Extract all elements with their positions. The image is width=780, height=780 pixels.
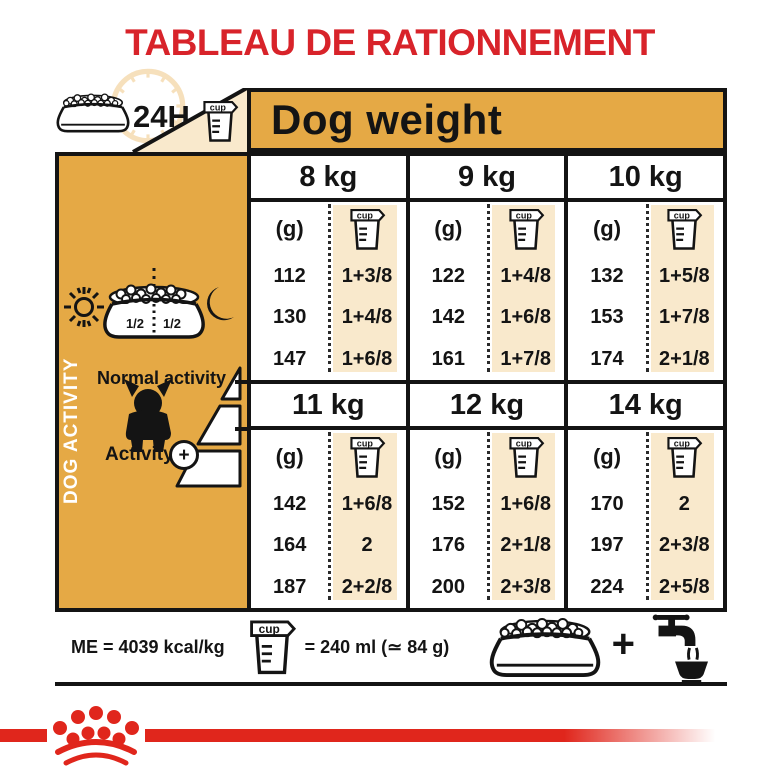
- grams-value: 197: [590, 534, 624, 557]
- grams-header: (g): [434, 216, 463, 241]
- grams-header: (g): [434, 444, 463, 469]
- half-left-label: 1/2: [126, 316, 144, 331]
- weight-block-2: 11 kg (g) 142 1+6/8 164 2 187 2+2/8 12 k…: [251, 384, 724, 608]
- grams-header: (g): [275, 444, 304, 469]
- grams-value: 187: [272, 575, 307, 598]
- brand-stripe-left: [0, 729, 47, 742]
- cups-value: 1+7/8: [500, 347, 551, 370]
- weight-column-11kg: 11 kg (g) 142 1+6/8 164 2 187 2+2/8: [251, 384, 410, 608]
- page-title: TABLEAU DE RATIONNEMENT: [125, 22, 655, 63]
- grams-value: 161: [431, 347, 466, 370]
- cups-value: 1+5/8: [659, 265, 710, 288]
- grams-value: 224: [590, 575, 624, 598]
- brand-stripe-right: [145, 729, 727, 742]
- grams-value: 112: [273, 265, 306, 288]
- dog-activity-label: DOG ACTIVITY: [61, 357, 82, 505]
- cup-header-icon: [328, 202, 405, 256]
- cup-header-icon: [646, 202, 723, 256]
- royal-canin-crown-logo: [53, 706, 139, 766]
- cups-value: 1+6/8: [500, 306, 551, 329]
- dog-weight-label: Dog weight: [271, 96, 503, 143]
- weight-block-1: 8 kg (g) 112 1+3/8 130 1+4/8 147 1+6/8 9…: [251, 156, 724, 384]
- cups-value: 1+4/8: [341, 306, 393, 329]
- weight-header: 8 kg: [251, 156, 406, 202]
- me-kcal-label: ME = 4039 kcal/kg: [71, 636, 225, 657]
- column-divider: [328, 432, 332, 600]
- half-right-label: 1/2: [163, 316, 181, 331]
- cup-icon: [203, 100, 239, 142]
- grams-value: 174: [590, 347, 624, 370]
- cups-value: 1+6/8: [500, 493, 551, 516]
- grams-value: 164: [272, 534, 307, 557]
- weight-column-14kg: 14 kg (g) 170 2 197 2+3/8 224 2+5/8: [568, 384, 724, 608]
- cup-icon: [249, 619, 296, 674]
- column-divider: [328, 204, 332, 372]
- activity-label: Activity: [105, 444, 174, 465]
- ration-table: 8 kg (g) 112 1+3/8 130 1+4/8 147 1+6/8 9…: [247, 152, 727, 612]
- grams-value: 153: [590, 306, 624, 329]
- cups-value: 2+2/8: [341, 575, 393, 598]
- weight-column-10kg: 10 kg (g) 132 1+5/8 153 1+7/8 174 2+1/8: [568, 156, 724, 380]
- grams-header: (g): [592, 444, 622, 469]
- cups-value: 1+4/8: [500, 265, 551, 288]
- grams-value: 200: [431, 575, 466, 598]
- weight-column-9kg: 9 kg (g) 122 1+4/8 142 1+6/8 161 1+7/8: [409, 156, 569, 380]
- cup-header-icon: [487, 430, 564, 484]
- grams-value: 122: [431, 265, 466, 288]
- food-bowl-icon: [489, 616, 600, 677]
- cup-header-icon: [328, 430, 405, 484]
- cups-value: 2+3/8: [659, 534, 710, 557]
- grams-value: 152: [431, 493, 466, 516]
- cups-value: 1+3/8: [341, 265, 393, 288]
- grams-value: 132: [590, 265, 624, 288]
- cups-value: 2+1/8: [659, 347, 710, 370]
- weight-header: 12 kg: [409, 384, 565, 430]
- column-divider: [487, 432, 490, 600]
- weight-header: 14 kg: [568, 384, 724, 430]
- grams-value: 147: [272, 347, 307, 370]
- bulldog-icon: [124, 379, 172, 452]
- grams-header: (g): [592, 216, 622, 241]
- grams-header: (g): [275, 216, 304, 241]
- cups-value: 1+7/8: [659, 306, 710, 329]
- grams-value: 176: [431, 534, 466, 557]
- half-bowl-icon: 1/2 1/2: [103, 283, 205, 339]
- weight-header: 9 kg: [409, 156, 565, 202]
- water-tap-icon: [652, 614, 709, 683]
- legend-footer: ME = 4039 kcal/kg = 240 ml (≃ 84 g) +: [55, 612, 727, 686]
- cups-value: 2+1/8: [500, 534, 551, 557]
- cup-header-icon: [487, 202, 564, 256]
- cups-value: 1+6/8: [341, 347, 393, 370]
- plus-sign: +: [611, 621, 635, 666]
- weight-header: 11 kg: [251, 384, 406, 430]
- cups-value: 2: [361, 534, 373, 557]
- sidebar-graphics: 1/2 1/2: [64, 268, 247, 488]
- moon-icon: [207, 287, 234, 321]
- weight-header: 10 kg: [568, 156, 724, 202]
- grams-value: 130: [272, 306, 307, 329]
- column-divider: [645, 432, 649, 600]
- grams-value: 170: [590, 493, 624, 516]
- column-divider: [487, 204, 490, 372]
- weight-column-8kg: 8 kg (g) 112 1+3/8 130 1+4/8 147 1+6/8: [251, 156, 410, 380]
- activity-plus-icon: +: [169, 440, 199, 470]
- normal-activity-label: Normal activity: [97, 368, 227, 388]
- cup-equivalence-label: = 240 ml (≃ 84 g): [304, 636, 450, 657]
- column-divider: [645, 204, 649, 372]
- weight-column-12kg: 12 kg (g) 152 1+6/8 176 2+1/8 200 2+3/8: [409, 384, 569, 608]
- cups-value: 2+3/8: [500, 575, 551, 598]
- cups-value: 2: [678, 493, 690, 516]
- cup-header-icon: [646, 430, 723, 484]
- grams-value: 142: [431, 306, 466, 329]
- dog-activity-sidebar: 1/2 1/2 DOG ACTIVITY Normal activity Act…: [55, 152, 247, 612]
- grams-value: 142: [272, 493, 307, 516]
- sun-icon: [64, 287, 104, 327]
- dog-weight-header: Dog weight: [247, 88, 727, 152]
- cups-value: 1+6/8: [341, 493, 393, 516]
- cups-value: 2+5/8: [659, 575, 710, 598]
